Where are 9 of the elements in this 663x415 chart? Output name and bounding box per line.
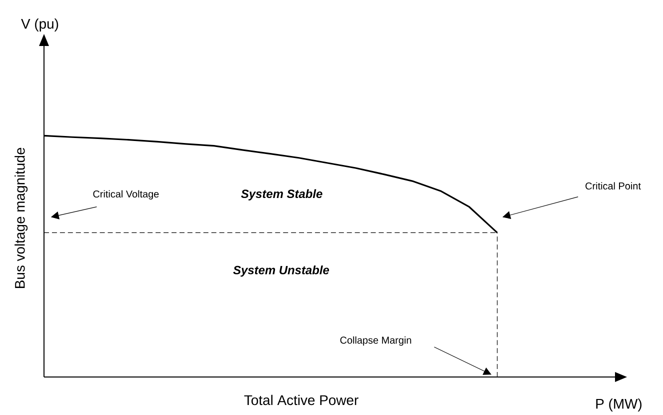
y-axis-title: Bus voltage magnitude — [14, 148, 28, 288]
text: V (pu) — [21, 18, 58, 32]
annotation: Critical Voltage — [93, 190, 159, 200]
annotation: System Unstable — [233, 266, 330, 277]
annotation: System Stable — [241, 189, 322, 200]
x-axis-title: Total Active Power — [244, 394, 358, 406]
annotation: Collapse Margin — [340, 336, 412, 346]
text: Critical Point — [586, 182, 641, 190]
text: P (MW) — [596, 398, 642, 412]
